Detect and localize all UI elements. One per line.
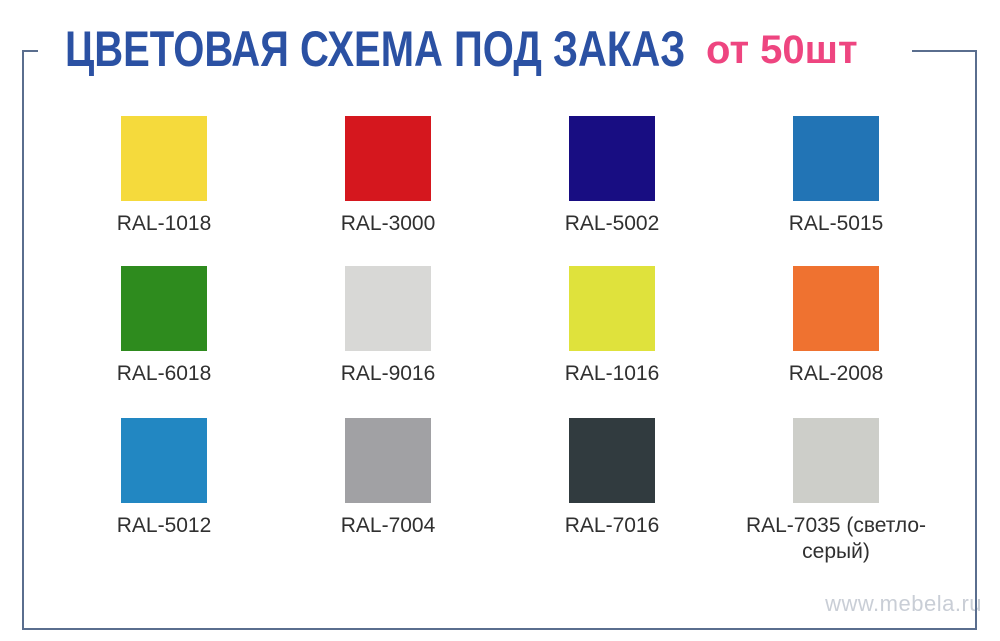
color-swatch [345, 418, 431, 503]
color-swatch [569, 116, 655, 201]
swatch-label: RAL-2008 [788, 362, 884, 385]
swatch-cell: RAL-7004 [340, 418, 436, 565]
swatch-label: RAL-7035 (светло-серый) [745, 514, 927, 563]
page-title: ЦВЕТОВАЯ СХЕМА ПОД ЗАКАЗ [65, 21, 686, 77]
color-swatch [569, 266, 655, 351]
color-swatch [121, 418, 207, 503]
color-swatch [793, 266, 879, 351]
swatch-grid: RAL-1018 RAL-3000 RAL-5002 RAL-5015 RAL-… [52, 116, 948, 565]
color-swatch [345, 116, 431, 201]
swatch-cell: RAL-7035 (светло-серый) [733, 418, 939, 565]
swatch-cell: RAL-1018 [116, 116, 212, 266]
swatch-label: RAL-1016 [564, 362, 660, 385]
swatch-cell: RAL-1016 [564, 266, 660, 418]
color-swatch [345, 266, 431, 351]
swatch-label: RAL-5002 [564, 212, 660, 235]
swatch-label: RAL-3000 [340, 212, 436, 235]
swatch-label: RAL-5015 [788, 212, 884, 235]
swatch-cell: RAL-6018 [116, 266, 212, 418]
color-swatch [569, 418, 655, 503]
swatch-label: RAL-1018 [116, 212, 212, 235]
watermark: www.mebela.ru [825, 591, 982, 616]
swatch-label: RAL-6018 [116, 362, 212, 385]
swatch-cell: RAL-5012 [116, 418, 212, 565]
swatch-cell: RAL-9016 [340, 266, 436, 418]
color-swatch [793, 116, 879, 201]
swatch-cell: RAL-5002 [564, 116, 660, 266]
swatch-cell: RAL-2008 [788, 266, 884, 418]
swatch-cell: RAL-7016 [564, 418, 660, 565]
swatch-cell: RAL-5015 [788, 116, 884, 266]
swatch-label: RAL-5012 [116, 514, 212, 537]
min-order-badge: от 50шт [706, 28, 858, 72]
swatch-label: RAL-9016 [340, 362, 436, 385]
swatch-cell: RAL-3000 [340, 116, 436, 266]
color-swatch [121, 116, 207, 201]
color-swatch [793, 418, 879, 503]
header: ЦВЕТОВАЯ СХЕМА ПОД ЗАКАЗ от 50шт [38, 20, 912, 78]
color-swatch [121, 266, 207, 351]
swatch-label: RAL-7016 [564, 514, 660, 537]
swatch-label: RAL-7004 [340, 514, 436, 537]
